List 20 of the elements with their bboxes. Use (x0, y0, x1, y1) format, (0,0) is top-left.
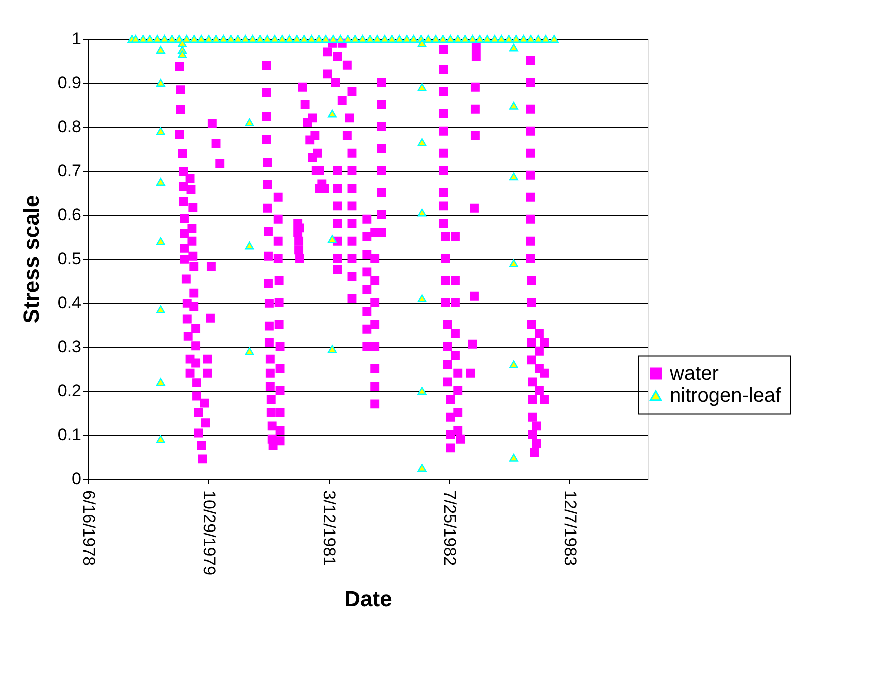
x-tick-label: 10/29/1979 (200, 490, 219, 576)
x-tick-label: 3/12/1981 (320, 490, 340, 566)
y-tick-label: 0.5 (58, 250, 82, 268)
y-tick-label: 0.3 (58, 338, 82, 356)
x-tick-label: 12/7/1983 (560, 490, 580, 566)
y-tick-label: 1 (72, 30, 82, 48)
y-tick-label: 0.8 (58, 118, 82, 136)
x-axis-title: Date (344, 586, 392, 612)
y-axis-title: Stress scale (18, 195, 44, 324)
y-tick-label: 0.9 (58, 74, 82, 92)
x-tick-label: 7/25/1982 (440, 490, 460, 566)
y-tick-label: 0.6 (58, 206, 82, 224)
legend-label: nitrogen-leaf (670, 384, 782, 407)
y-tick-label: 0.2 (58, 382, 82, 400)
y-tick-label: 0.1 (58, 426, 82, 444)
legend-label: water (669, 362, 720, 385)
y-tick-label: 0.7 (58, 162, 82, 180)
y-tick-label: 0.4 (58, 294, 82, 312)
y-tick-label: 0 (72, 470, 82, 488)
x-tick-label: 6/16/1978 (80, 490, 98, 566)
